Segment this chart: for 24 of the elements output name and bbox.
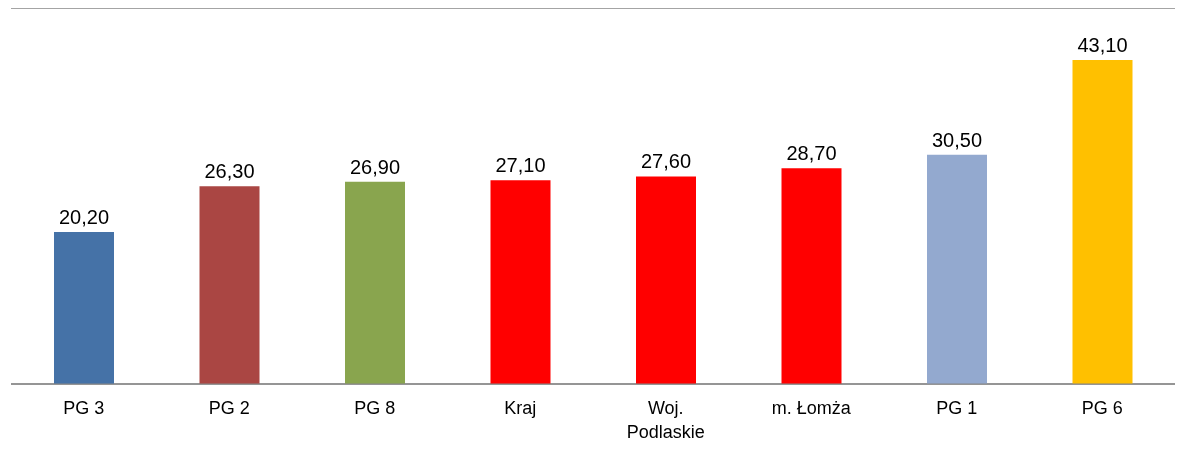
data-label: 27,10 — [495, 154, 546, 177]
x-tick-label: Woj. Podlaskie — [626, 398, 705, 442]
bar — [781, 168, 842, 384]
bar — [490, 180, 551, 384]
bar — [345, 181, 405, 384]
data-label: 27,60 — [640, 150, 692, 173]
x-tick-label: PG 1 — [936, 398, 978, 418]
bar — [927, 154, 987, 384]
data-label: 26,30 — [204, 160, 255, 183]
x-tick-label: PG 8 — [354, 398, 396, 418]
bar — [636, 176, 696, 384]
x-tick-label: PG 6 — [1081, 398, 1123, 418]
data-label: 30,50 — [931, 128, 983, 151]
x-tick-label: m. Łomża — [771, 398, 852, 418]
x-tick-label: Kraj — [504, 398, 537, 418]
data-label: 43,10 — [1077, 33, 1128, 56]
data-label: 20,20 — [58, 206, 110, 229]
data-label: 28,70 — [786, 142, 837, 165]
bar — [54, 232, 114, 384]
bar — [199, 186, 260, 384]
bar — [1072, 59, 1133, 384]
data-label: 26,90 — [349, 155, 401, 178]
x-tick-label: PG 2 — [208, 398, 250, 418]
x-tick-label: PG 3 — [63, 398, 105, 418]
